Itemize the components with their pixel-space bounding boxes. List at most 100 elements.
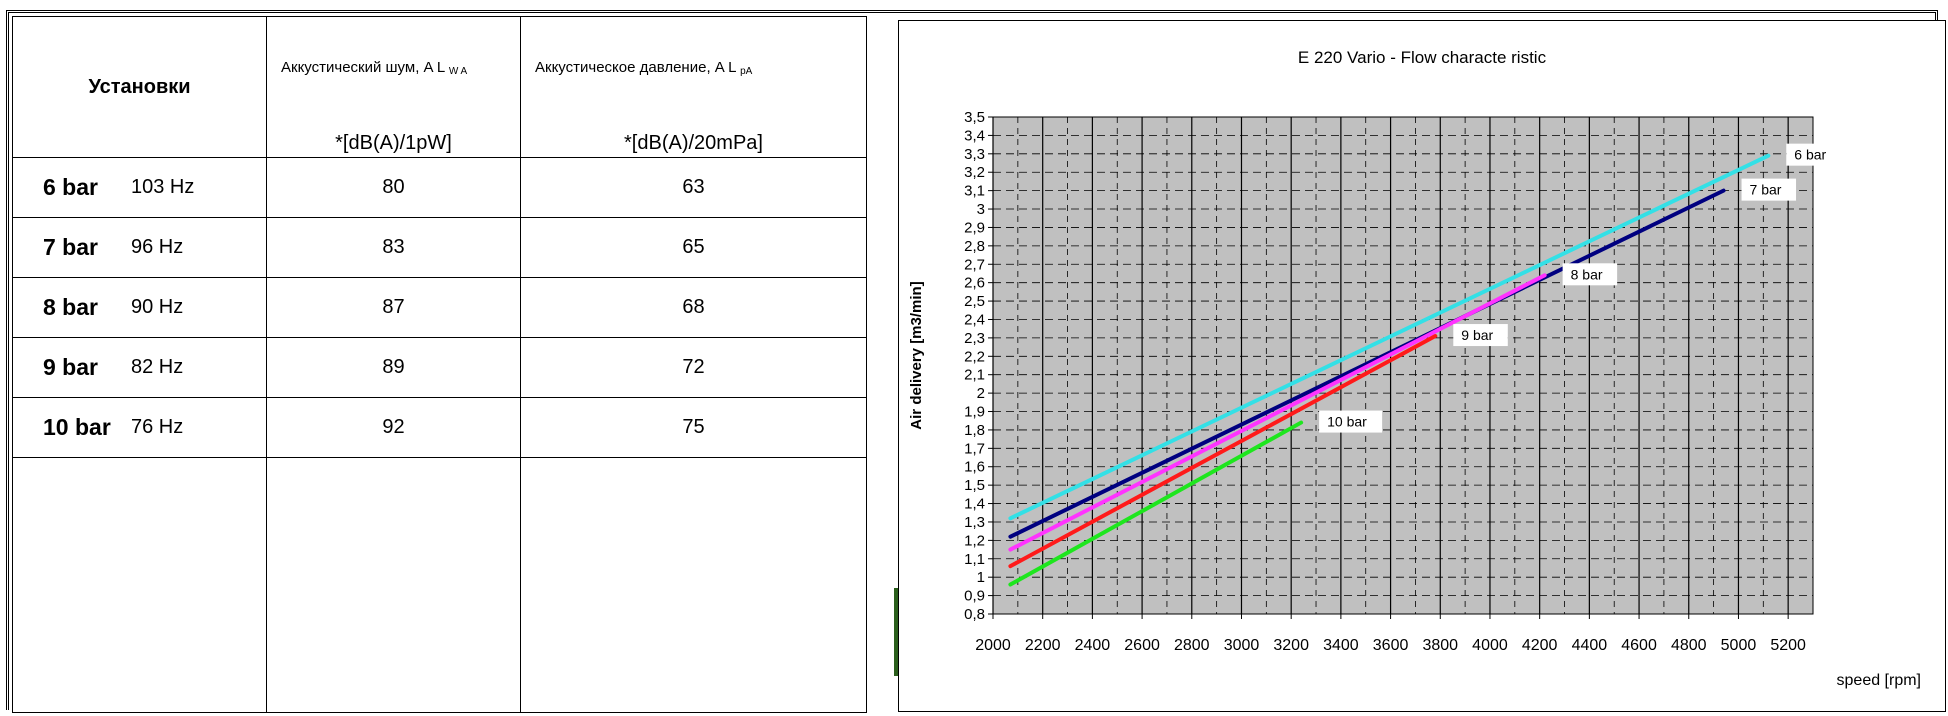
y-tick-label: 1,8 xyxy=(964,422,985,439)
y-tick-label: 3,3 xyxy=(964,146,985,163)
y-tick-label: 0,8 xyxy=(964,606,985,623)
flow-chart: 0,8 0,9 1 1,1 1,2 1,3 1,4 1,5 1,6 1,7 1,8 1,9 2 2,1 2,… xyxy=(898,20,1946,712)
noise-unit: *[dB(A)/1pW] xyxy=(335,132,452,154)
noise-value: 80 xyxy=(266,157,521,218)
noise-header: Аккустический шум, A L W A *[dB(A)/1pW] xyxy=(266,16,521,158)
y-tick-label: 3,2 xyxy=(964,164,985,181)
settings-header: Установки xyxy=(12,16,267,158)
series-label: 10 bar xyxy=(1327,414,1367,430)
x-tick-label: 3600 xyxy=(1373,637,1409,654)
noise-table: Установки Аккустический шум, A L W A *[d… xyxy=(12,16,867,713)
x-tick-label: 3400 xyxy=(1323,637,1359,654)
series-line xyxy=(1008,188,1726,539)
pressure-label: 6 bar xyxy=(43,174,98,200)
x-axis-label: speed [rpm] xyxy=(1837,672,1921,689)
frequency-label: 82 Hz xyxy=(131,356,184,378)
y-tick-label: 1,3 xyxy=(964,514,985,531)
x-tick-label: 4400 xyxy=(1572,637,1608,654)
sound-pressure-value: 65 xyxy=(520,217,867,278)
series-label-box xyxy=(1741,178,1797,201)
y-tick-label: 1,6 xyxy=(964,459,985,476)
table-empty-row xyxy=(12,457,867,713)
y-tick-label: 3,5 xyxy=(964,109,985,126)
noise-value: 83 xyxy=(266,217,521,278)
y-tick-label: 1,9 xyxy=(964,404,985,421)
green-marker xyxy=(894,588,898,676)
x-tick-label: 2000 xyxy=(975,637,1011,654)
series-line xyxy=(1008,273,1547,552)
y-axis-label: Air delivery [m3/min] xyxy=(908,281,925,429)
noise-label: Аккустический шум, A L W A xyxy=(281,59,468,77)
x-tick-label: 5200 xyxy=(1770,637,1806,654)
y-tick-label: 2,5 xyxy=(964,293,985,310)
y-tick-label: 2,7 xyxy=(964,256,985,273)
y-tick-label: 1,1 xyxy=(964,551,985,568)
y-tick-label: 3,1 xyxy=(964,183,985,200)
y-tick-label: 2,8 xyxy=(964,238,985,255)
table-row: 7 bar 96 Hz 83 65 xyxy=(12,217,867,278)
frequency-label: 103 Hz xyxy=(131,176,195,198)
x-tick-label: 4000 xyxy=(1472,637,1508,654)
x-tick-label: 4200 xyxy=(1522,637,1558,654)
y-tick-label: 1 xyxy=(977,569,985,586)
setting-cell: 6 bar 103 Hz xyxy=(12,157,267,218)
x-tick-label: 2400 xyxy=(1075,637,1111,654)
series-label: 7 bar xyxy=(1750,182,1782,198)
x-tick-label: 3200 xyxy=(1273,637,1309,654)
sound-pressure-unit: *[dB(A)/20mPa] xyxy=(624,132,763,154)
y-tick-label: 2,3 xyxy=(964,330,985,347)
noise-value: 89 xyxy=(266,337,521,398)
y-tick-label: 2 xyxy=(977,385,985,402)
table-header-row: Установки Аккустический шум, A L W A *[d… xyxy=(12,16,867,158)
y-tick-label: 2,4 xyxy=(964,311,985,328)
sound-pressure-value: 68 xyxy=(520,277,867,338)
pressure-label: 9 bar xyxy=(43,354,98,380)
x-tick-label: 4600 xyxy=(1621,637,1657,654)
sound-pressure-value: 72 xyxy=(520,337,867,398)
chart-svg: 0,80,9 11,1 1,21,31,4 1,51,6 1,71,81,9 22,1 2,… xyxy=(908,48,1921,689)
setting-cell: 9 bar 82 Hz xyxy=(12,337,267,398)
setting-cell: 7 bar 96 Hz xyxy=(12,217,267,278)
y-tick-label: 1,2 xyxy=(964,532,985,549)
sound-pressure-value: 75 xyxy=(520,397,867,458)
series-label: 9 bar xyxy=(1461,327,1493,343)
series-label: 6 bar xyxy=(1794,147,1826,163)
series-line xyxy=(1008,420,1304,587)
y-tick-label: 2,6 xyxy=(964,275,985,292)
x-tick-label: 2600 xyxy=(1124,637,1160,654)
series-line xyxy=(1008,334,1438,569)
y-tick-label: 1,7 xyxy=(964,440,985,457)
frequency-label: 76 Hz xyxy=(131,416,184,438)
y-tick-label: 1,4 xyxy=(964,496,985,513)
y-tick-label: 2,1 xyxy=(964,367,985,384)
sound-pressure-header: Аккустическое давление, A L pA *[dB(A)/2… xyxy=(520,16,867,158)
y-tick-label: 3,4 xyxy=(964,127,985,144)
pressure-label: 7 bar xyxy=(43,234,98,260)
x-tick-label: 3800 xyxy=(1422,637,1458,654)
y-tick-label: 2,2 xyxy=(964,348,985,365)
sound-pressure-label: Аккустическое давление, A L pA xyxy=(535,59,753,77)
series-label-box xyxy=(1453,324,1508,347)
y-tick-label: 2,9 xyxy=(964,219,985,236)
noise-value: 92 xyxy=(266,397,521,458)
y-tick-label: 0,9 xyxy=(964,588,985,605)
x-tick-label: 5000 xyxy=(1721,637,1757,654)
table-row: 8 bar 90 Hz 87 68 xyxy=(12,277,867,338)
x-tick-label: 2800 xyxy=(1174,637,1210,654)
pressure-label: 8 bar xyxy=(43,294,98,320)
setting-cell: 8 bar 90 Hz xyxy=(12,277,267,338)
frequency-label: 90 Hz xyxy=(131,296,184,318)
table-row: 10 bar 76 Hz 92 75 xyxy=(12,397,867,458)
series-label: 8 bar xyxy=(1571,266,1603,282)
series-label-box xyxy=(1786,143,1841,166)
series-line xyxy=(1008,153,1771,521)
y-tick-label: 3 xyxy=(977,201,985,218)
x-tick-label: 3000 xyxy=(1224,637,1260,654)
chart-title: E 220 Vario - Flow characte ristic xyxy=(1298,48,1547,67)
pressure-label: 10 bar xyxy=(43,414,111,440)
y-tick-label: 1,5 xyxy=(964,477,985,494)
series-label-box xyxy=(1319,410,1383,433)
table-row: 6 bar 103 Hz 80 63 xyxy=(12,157,867,218)
noise-value: 87 xyxy=(266,277,521,338)
x-tick-label: 2200 xyxy=(1025,637,1061,654)
